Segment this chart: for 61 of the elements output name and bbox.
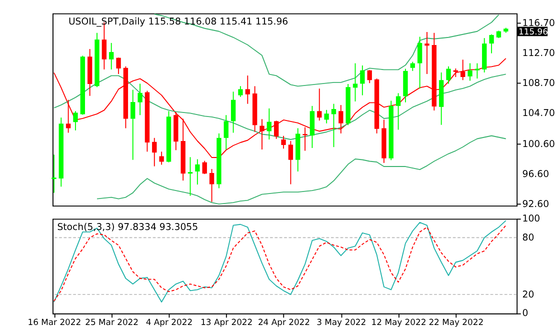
y-tick-label: 108.70: [522, 78, 556, 89]
candlestick: [352, 62, 358, 102]
candlestick: [224, 114, 228, 150]
candlestick: [159, 151, 164, 166]
candlestick: [331, 103, 336, 148]
candlestick: [130, 89, 136, 160]
y-tick-label: 0: [522, 308, 528, 320]
candlestick: [195, 158, 200, 186]
line-series: [96, 135, 506, 205]
x-tick-label: 12 May 2022: [371, 317, 426, 328]
y-tick-label: 104.70: [522, 108, 556, 120]
y-tick-label: 116.70: [522, 18, 556, 29]
y-tick-label: 92.60: [522, 198, 550, 210]
candlestick: [238, 86, 243, 98]
candlestick: [324, 109, 329, 124]
y-tick-label: 112.70: [522, 48, 556, 59]
candlestick: [109, 42, 114, 70]
candlestick: [66, 99, 71, 134]
line-series: [54, 74, 506, 140]
candlestick: [245, 75, 250, 104]
candlestick: [489, 34, 494, 54]
y-tick-label: 100.60: [522, 138, 556, 150]
x-tick-label: 25 Mar 2022: [85, 317, 139, 328]
candlestick: [52, 154, 56, 194]
candlestick: [260, 118, 264, 150]
candlestick: [417, 36, 422, 90]
text: 115.96: [518, 26, 548, 36]
candlestick: [73, 110, 78, 131]
candlestick: [396, 92, 401, 130]
candlestick: [152, 137, 157, 167]
candlestick: [230, 91, 236, 134]
candlestick: [274, 120, 279, 140]
candlestick: [424, 32, 430, 74]
candlestick: [468, 62, 472, 82]
chart-title: Stoch(5,3,3) 97.8334 93.3055: [57, 222, 198, 233]
candlestick: [474, 62, 480, 79]
y-tick-label: 20: [522, 289, 534, 300]
candlestick: [410, 61, 415, 72]
candlestick: [446, 66, 451, 84]
candlestick: [288, 140, 294, 185]
candlestick: [202, 160, 207, 174]
x-tick-label: 3 May 2022: [316, 317, 366, 328]
candlestick: [209, 168, 214, 202]
chart-title: USOIL_SPT,Daily 115.58 116.08 115.41 115.96: [68, 16, 288, 28]
candlestick: [360, 64, 365, 96]
x-tick-label: 16 Mar 2022: [28, 317, 82, 328]
candlestick: [281, 135, 286, 150]
y-tick-label: 96.60: [522, 168, 550, 180]
candlestick: [188, 156, 193, 196]
candlestick: [338, 104, 344, 134]
candlestick: [116, 57, 121, 74]
candlestick: [266, 108, 272, 140]
x-tick-label: 22 May 2022: [428, 317, 484, 328]
y-tick-label: 80: [522, 232, 534, 244]
candlestick: [317, 88, 322, 122]
y-tick-label: 100: [522, 214, 540, 225]
x-tick-label: 13 Apr 2022: [200, 317, 253, 328]
candlestick: [138, 83, 142, 116]
x-tick-label: 4 Apr 2022: [146, 317, 193, 328]
x-tick-label: 24 Apr 2022: [258, 317, 310, 328]
candlestick: [367, 70, 372, 84]
